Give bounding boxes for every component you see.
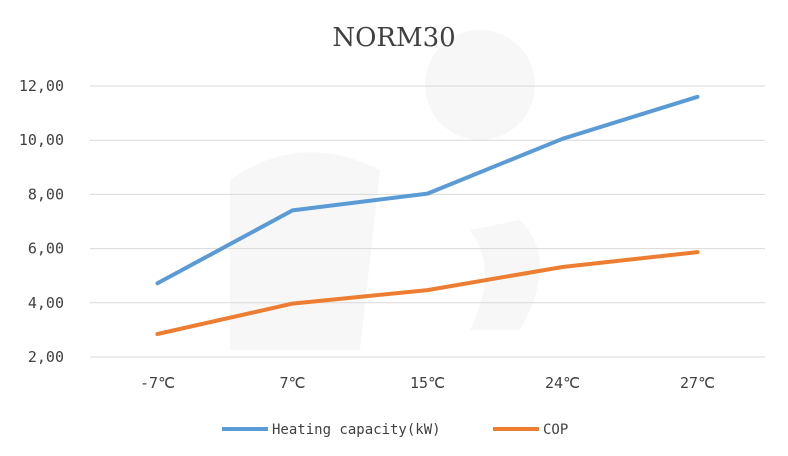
x-tick-label: 24℃ xyxy=(545,374,580,392)
y-tick-label: 4,00 xyxy=(28,294,64,312)
x-tick-label: 15℃ xyxy=(410,374,445,392)
y-tick-label: 8,00 xyxy=(28,185,64,203)
x-tick-label: 27℃ xyxy=(680,374,715,392)
gridlines xyxy=(90,85,765,358)
y-tick-label: 12,00 xyxy=(19,77,64,95)
y-tick-label: 10,00 xyxy=(19,131,64,149)
x-tick-label: 7℃ xyxy=(280,374,306,392)
y-tick-label: 6,00 xyxy=(28,240,64,258)
legend-label-cop: COP xyxy=(543,422,568,438)
legend-label-heating-capacity: Heating capacity(kW) xyxy=(272,422,441,438)
legend: Heating capacity(kW) COP xyxy=(222,422,568,438)
watermark xyxy=(230,30,540,350)
chart-title: NORM30 xyxy=(332,23,455,53)
series-lines xyxy=(155,94,700,336)
x-axis-ticks: -7℃ 7℃ 15℃ 24℃ 27℃ xyxy=(140,374,715,392)
x-tick-label: -7℃ xyxy=(140,374,175,392)
y-tick-label: 2,00 xyxy=(28,348,64,366)
y-axis-ticks: 2,00 4,00 6,00 8,00 10,00 12,00 xyxy=(19,77,64,366)
